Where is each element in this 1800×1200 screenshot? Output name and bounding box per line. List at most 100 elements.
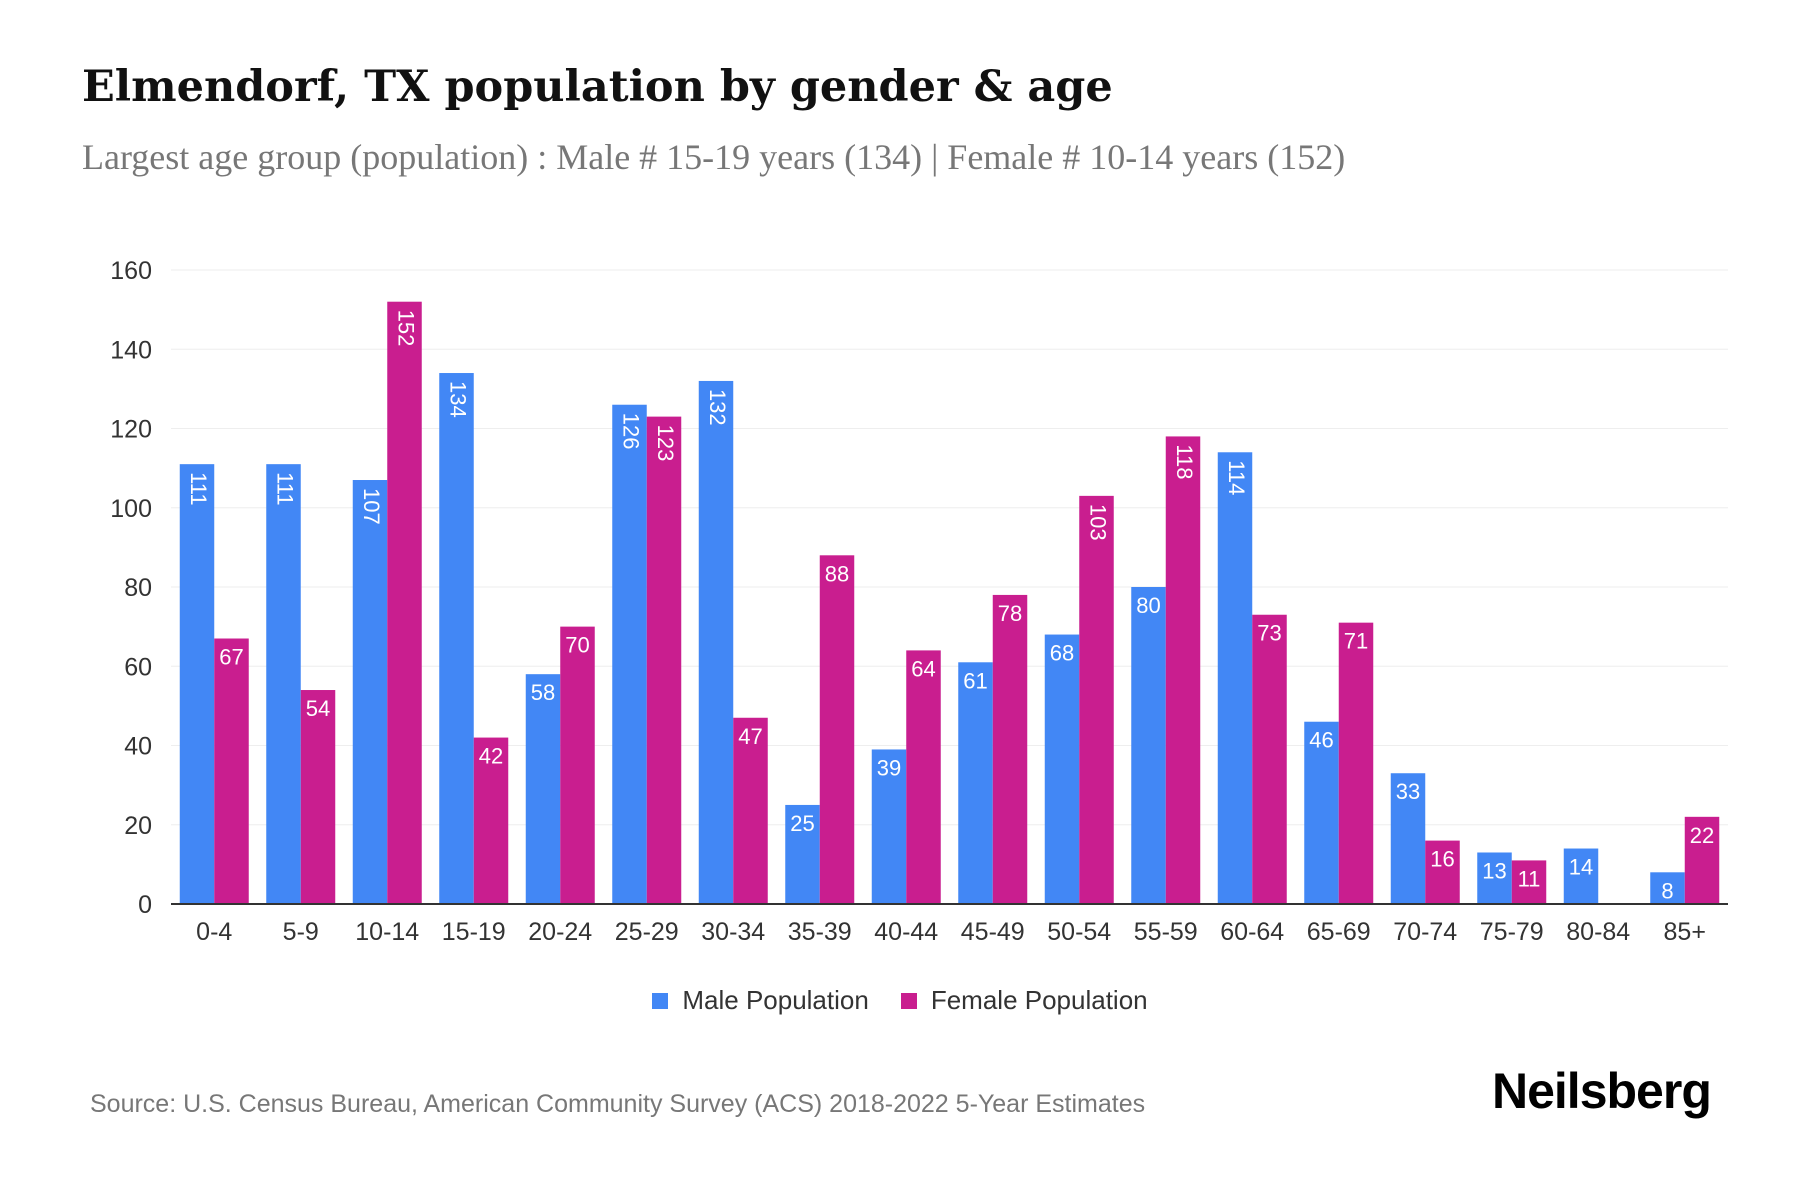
x-tick-label: 20-24 [528,918,592,946]
female-bar [473,737,509,904]
male-data-label: 111 [273,472,298,505]
x-tick-label: 50-54 [1047,918,1111,946]
x-tick-label: 30-34 [701,918,765,946]
female-data-label: 16 [1430,847,1454,872]
x-tick-label: 70-74 [1393,918,1457,946]
female-bar [214,638,249,904]
x-tick-label: 55-59 [1134,918,1198,946]
female-bar [992,594,1028,904]
male-bar [785,804,820,904]
female-data-label: 71 [1344,629,1368,654]
male-bar [179,464,215,904]
female-bar [733,717,768,904]
male-bar [1044,634,1080,904]
x-tick-label: 25-29 [615,918,679,946]
male-data-label: 58 [531,680,555,705]
x-tick-label: 10-14 [355,918,419,946]
y-tick-label: 0 [138,891,152,919]
male-bar [439,373,474,904]
x-tick-label: 85+ [1664,918,1706,946]
female-bar [906,650,941,904]
female-bar [1079,495,1114,904]
female-data-label: 42 [479,744,503,769]
x-tick-label: 45-49 [961,918,1025,946]
male-bar [612,404,647,904]
x-tick-label: 15-19 [442,918,506,946]
male-data-label: 134 [446,381,471,418]
male-bar [1217,452,1253,904]
male-bar [1390,773,1426,904]
legend: Male Population Female Population [0,985,1800,1016]
male-data-label: 132 [705,389,730,426]
female-bar [387,301,422,904]
y-tick-label: 120 [110,416,152,444]
male-bar [871,749,907,904]
male-data-label: 39 [877,755,901,780]
male-data-label: 25 [790,811,814,836]
female-bar [819,555,855,904]
female-data-label: 88 [825,561,849,586]
female-data-label: 11 [1518,866,1541,891]
female-data-label: 103 [1086,504,1111,541]
x-tick-label: 35-39 [788,918,852,946]
female-data-label: 67 [219,645,243,670]
x-tick-label: 65-69 [1307,918,1371,946]
female-bar [1165,436,1201,904]
x-tick-label: 75-79 [1480,918,1544,946]
y-tick-label: 20 [124,812,152,840]
legend-item-female: Female Population [900,985,1148,1016]
male-bar [1304,721,1339,904]
x-tick-label: 80-84 [1566,918,1630,946]
neilsberg-logo: Neilsberg [1492,1063,1712,1119]
male-data-label: 8 [1661,878,1673,903]
male-data-label: 46 [1309,728,1333,753]
male-data-label: 33 [1396,779,1420,804]
female-data-label: 22 [1690,823,1714,848]
male-data-label: 126 [619,413,644,450]
chart-title: Elmendorf, TX population by gender & age [82,62,1113,112]
female-bar [1252,614,1287,904]
legend-label-female: Female Population [930,985,1148,1015]
y-tick-label: 100 [110,495,152,523]
x-tick-label: 0-4 [196,918,232,946]
x-tick-label: 60-64 [1220,918,1284,946]
x-tick-label: 40-44 [874,918,938,946]
female-bar [1338,622,1374,904]
female-bar [1684,816,1720,904]
male-data-label: 111 [186,472,211,505]
female-data-label: 152 [394,310,419,347]
female-data-label: 70 [565,633,589,658]
male-bar [525,674,561,904]
male-bar [1477,852,1512,904]
female-data-label: 64 [911,656,935,681]
male-bar [698,380,734,904]
chart-subtitle: Largest age group (population) : Male # … [82,137,1346,177]
y-tick-label: 40 [124,733,152,761]
legend-swatch-female [900,992,917,1009]
male-bar [958,662,993,904]
female-bar [1511,860,1547,904]
female-bar [646,416,682,904]
x-tick-label: 5-9 [283,918,319,946]
male-bar [1131,587,1166,904]
male-bar [352,480,388,904]
female-data-label: 123 [653,425,678,462]
female-data-label: 73 [1257,621,1281,646]
female-bar [300,690,336,904]
y-tick-label: 140 [110,336,152,364]
male-data-label: 13 [1482,858,1506,883]
female-data-label: 78 [998,601,1022,626]
y-tick-label: 160 [110,257,152,285]
male-data-label: 68 [1050,641,1074,666]
male-data-label: 14 [1569,855,1593,880]
y-tick-label: 80 [124,574,152,602]
male-data-label: 61 [963,668,987,693]
male-bar [1650,872,1685,904]
legend-label-male: Male Population [682,985,869,1015]
legend-swatch-male [652,992,669,1009]
source-note: Source: U.S. Census Bureau, American Com… [90,1090,1146,1118]
male-data-label: 80 [1136,593,1160,618]
female-data-label: 47 [738,724,762,749]
